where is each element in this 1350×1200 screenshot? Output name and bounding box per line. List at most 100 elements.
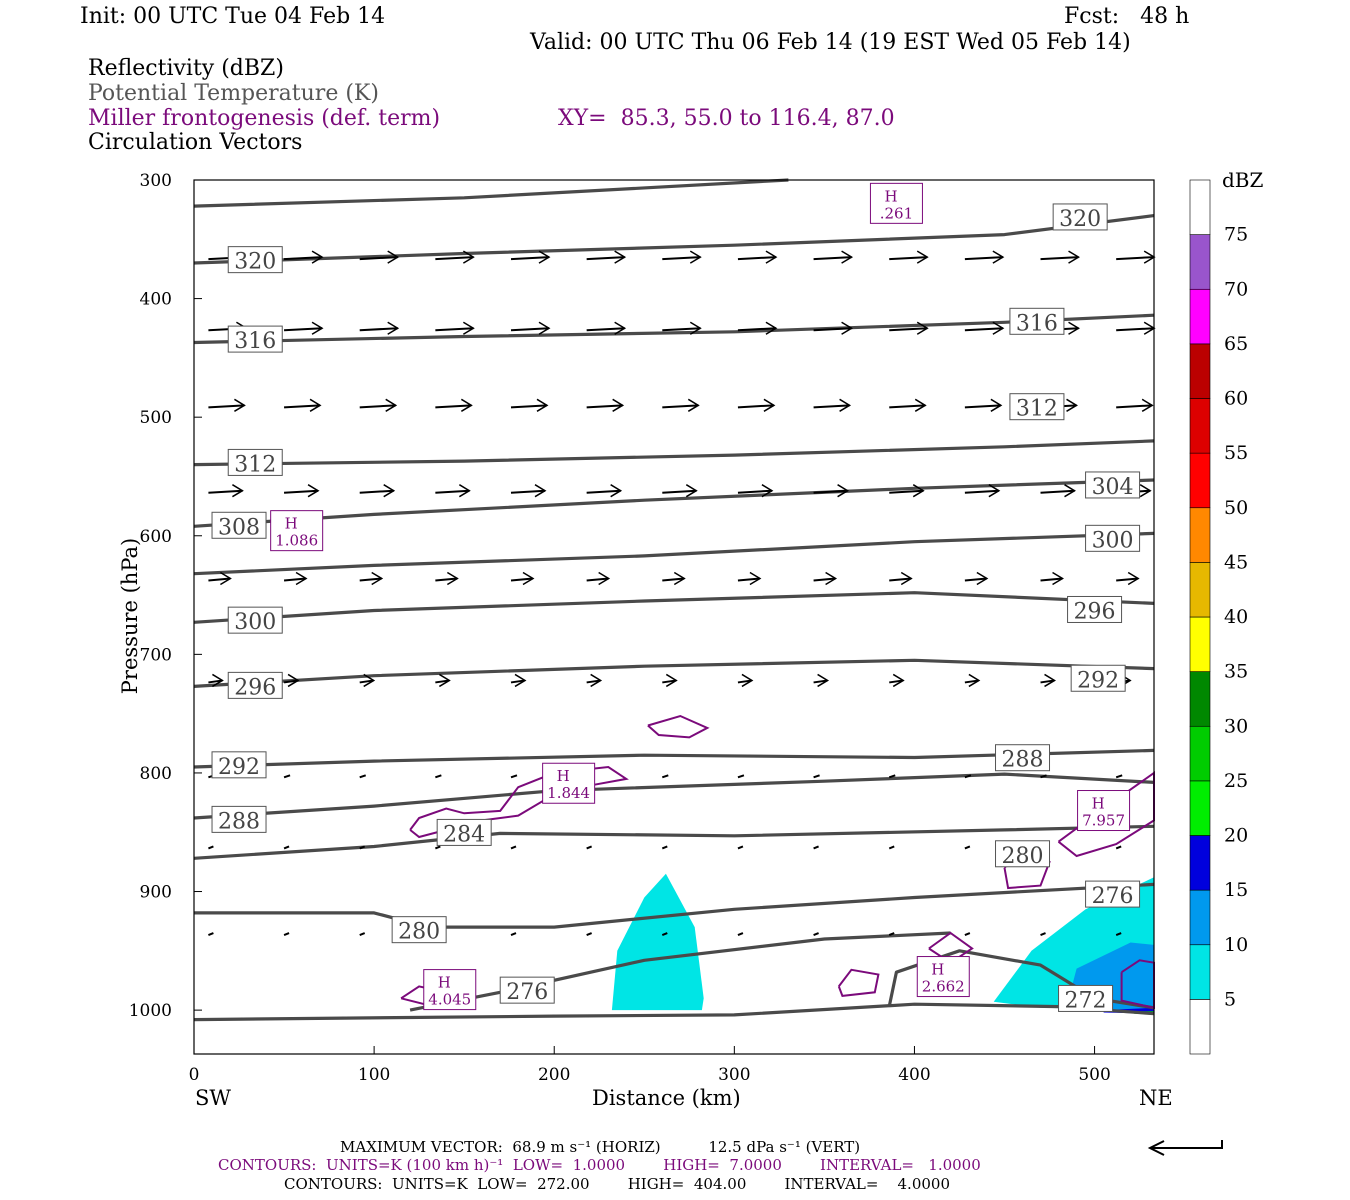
- y-tick-label: 1000: [129, 1001, 172, 1021]
- vector-arrow: [661, 845, 668, 850]
- vector-head: [383, 484, 396, 498]
- frontogenesis-max-value: 1.844: [547, 784, 590, 802]
- vector-arrow: [284, 327, 323, 332]
- vector-arrow: [586, 679, 601, 684]
- theta-label-box: [995, 744, 1051, 772]
- vector-arrow: [662, 679, 677, 684]
- theta-label: 320: [227, 246, 283, 275]
- vector-head: [817, 673, 830, 688]
- theta-label-box: [1085, 524, 1141, 552]
- frontogenesis-max-letter: H: [884, 187, 897, 205]
- vector-arrow: [1115, 845, 1122, 850]
- vector-arrow: [889, 404, 926, 409]
- colorbar-swatch: [1189, 507, 1211, 563]
- plot-frame: [193, 179, 1155, 1055]
- vector-head: [837, 484, 850, 498]
- vector-arrow: [359, 489, 394, 494]
- vector-arrow: [1115, 932, 1122, 936]
- theta-label-box: [1009, 307, 1065, 335]
- frontogenesis-max-value: 7.957: [1082, 812, 1125, 830]
- vector-arrow: [737, 774, 745, 779]
- vector-arrow: [1116, 577, 1139, 582]
- y-axis-title: Pressure (hPa): [118, 537, 142, 695]
- vector-arrow: [510, 577, 534, 582]
- vector-arrow: [435, 774, 442, 779]
- vector-arrow: [586, 256, 625, 261]
- colorbar-swatch: [1189, 889, 1211, 946]
- theta-label-box: [391, 916, 447, 944]
- vector-head: [538, 321, 551, 335]
- theta-contour: [193, 214, 1155, 265]
- theta-contour: [193, 772, 1155, 820]
- theta-label-box: [995, 840, 1051, 868]
- vector-head: [234, 398, 246, 412]
- vector-arrow: [359, 256, 398, 261]
- theta-label-text: 312: [1016, 397, 1058, 422]
- colorbar-title: dBZ: [1222, 168, 1264, 192]
- vector-arrow: [510, 327, 550, 332]
- vector-arrow: [586, 845, 593, 850]
- theta-contour: [193, 591, 1155, 624]
- theta-label-text: 276: [506, 980, 548, 1005]
- theta-label-box: [227, 246, 283, 274]
- colorbar-label: 25: [1224, 770, 1248, 792]
- vector-head: [462, 321, 475, 335]
- field-theta: Potential Temperature (K): [88, 81, 379, 106]
- field-reflectivity: Reflectivity (dBZ): [88, 56, 284, 81]
- vector-arrow: [737, 845, 744, 850]
- contour-labels: 320 320 316 316 312 312 308 304 300 300 296 296 292 2…: [211, 182, 1141, 1013]
- y-tick-label: 500: [140, 408, 172, 428]
- vector-arrow: [435, 256, 474, 261]
- colorbar-swatch: [1189, 452, 1211, 509]
- colorbar: 5 10 15 20 25 30 35 40 45 50 55 60 65 70 75: [1189, 179, 1248, 1055]
- vector-arrow: [888, 845, 895, 850]
- vector-arrow: [1116, 327, 1155, 332]
- vector-arrow: [208, 489, 243, 494]
- vector-head: [610, 484, 623, 498]
- vector-arrow: [510, 256, 550, 261]
- vector-arrow: [435, 489, 470, 494]
- vector-arrow: [284, 404, 321, 409]
- vector-arrow: [284, 256, 323, 261]
- vector-arrow: [586, 404, 623, 409]
- frontogenesis-max-label: H1.844: [542, 762, 596, 804]
- theta-label-box: [227, 671, 283, 699]
- vector-head: [992, 250, 1005, 264]
- y-tick-label: 300: [140, 171, 172, 191]
- vector-head: [741, 673, 754, 688]
- vector-arrow: [359, 327, 398, 332]
- vector-head: [458, 484, 471, 498]
- colorbar-label: 15: [1224, 879, 1248, 901]
- theta-label-text: 280: [398, 920, 440, 945]
- vector-head: [371, 571, 384, 586]
- forecast-hour: Fcst: 48 h: [1064, 4, 1190, 29]
- colorbar-label: 50: [1224, 497, 1248, 519]
- vector-head: [689, 321, 702, 335]
- vector-arrow: [964, 327, 1003, 332]
- vector-arrow: [1040, 577, 1063, 582]
- vector-arrow: [510, 932, 517, 936]
- frontogenesis-max-box: [423, 969, 477, 1011]
- vector-arrow: [510, 679, 526, 684]
- vector-head: [765, 321, 778, 335]
- frontogenesis-contour: [837, 968, 880, 997]
- vector-arrow: [889, 679, 904, 684]
- vector-head: [1141, 398, 1154, 412]
- frontogenesis-contour: [647, 714, 710, 739]
- theta-label-text: 296: [234, 675, 276, 700]
- vector-head: [1052, 571, 1064, 586]
- vector-arrow: [737, 327, 776, 332]
- theta-label: 296: [1067, 595, 1123, 624]
- theta-label-text: 284: [443, 822, 485, 847]
- vector-arrow: [359, 932, 366, 936]
- x-tick-label: 300: [718, 1065, 750, 1085]
- vector-arrow: [662, 404, 699, 409]
- vector-arrow: [813, 327, 852, 332]
- frontogenesis-max-label: H7.957: [1077, 790, 1131, 832]
- colorbar-swatch: [1189, 179, 1211, 235]
- theta-label: 316: [227, 325, 283, 354]
- vector-head: [914, 398, 927, 412]
- vector-arrow: [208, 577, 231, 582]
- theta-label-box: [211, 751, 267, 779]
- theta-label-text: 300: [234, 610, 276, 635]
